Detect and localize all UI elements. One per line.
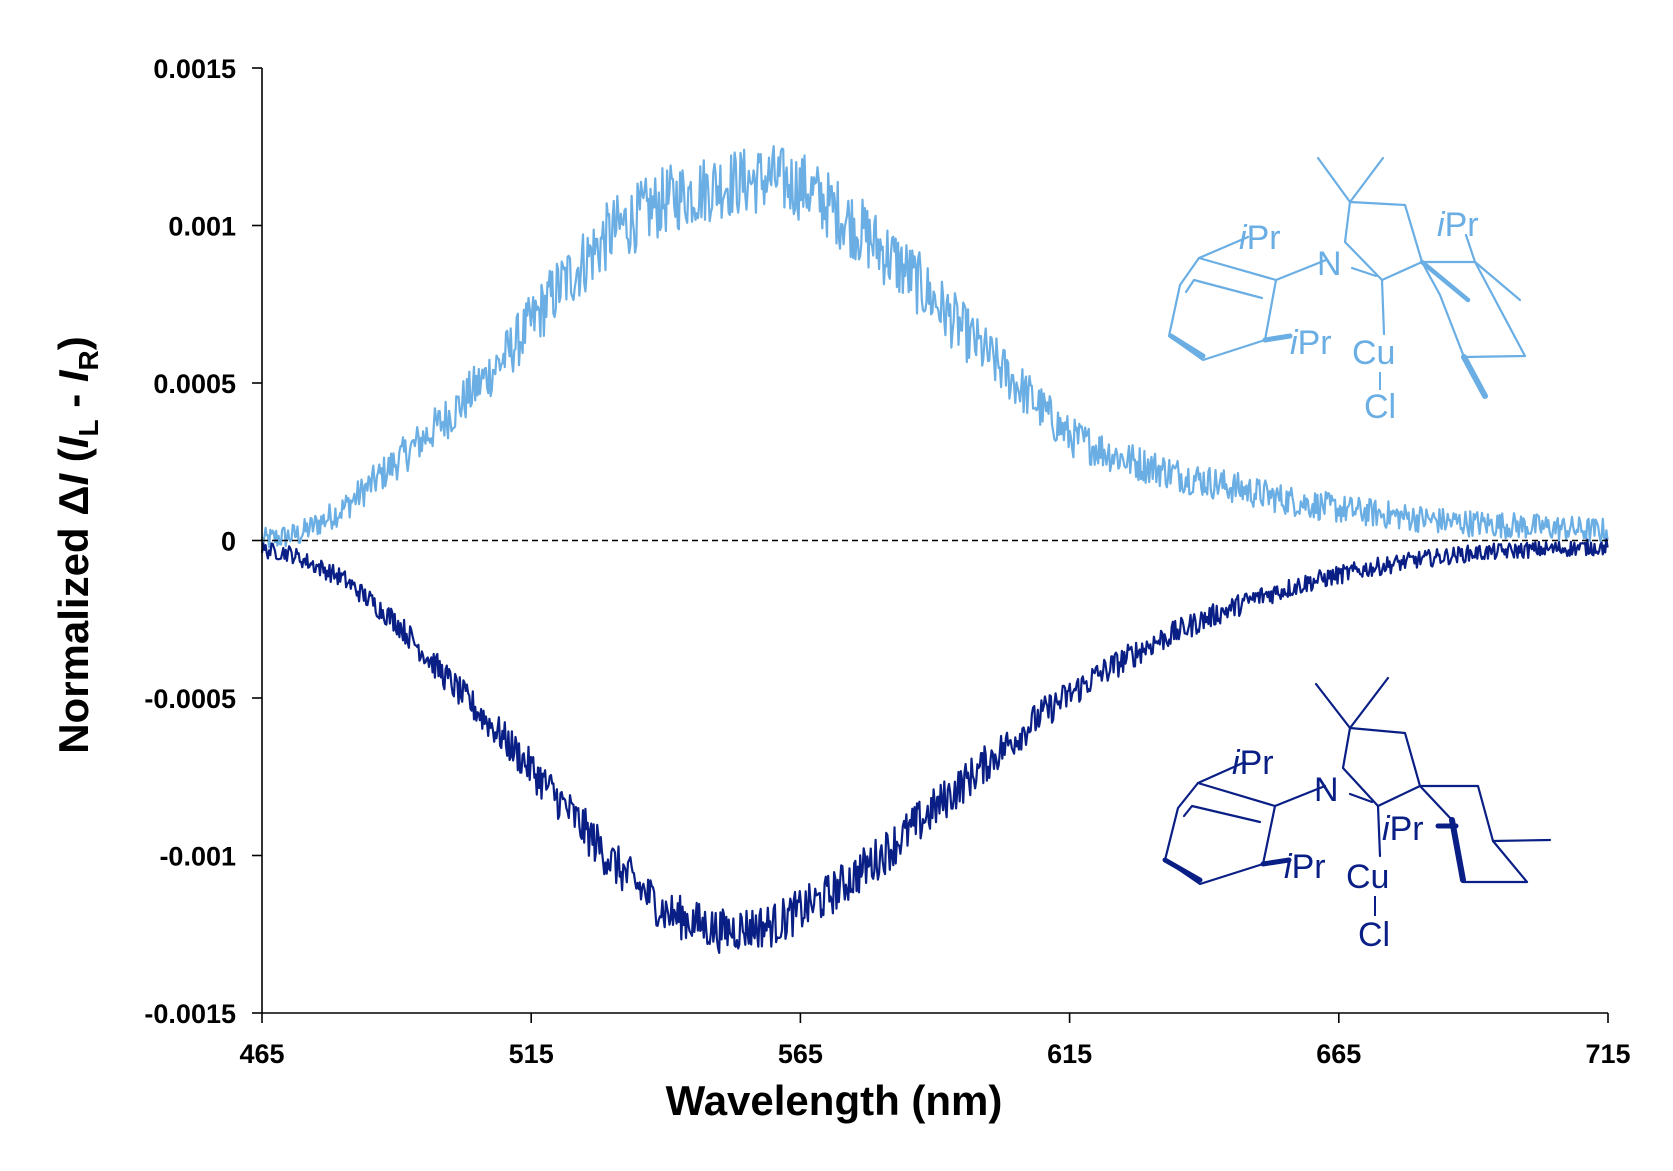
label-n-dark: N [1314,771,1339,809]
y-tick-label: -0.0005 [144,684,236,714]
series-layer [260,145,1609,955]
tick-layer: 0.0015 0.001 0.0005 0 -0.0005 -0.001 -0.001546… [144,54,1630,1069]
x-tick-label: 715 [1585,1039,1630,1069]
y-axis-title-open: ( [50,448,97,474]
x-tick-label: 515 [509,1039,554,1069]
label-ipr-ring-dark: iPr [1382,810,1424,848]
label-ipr-ring-light: iPr [1437,206,1479,244]
structure-dark-blue [1162,676,1552,886]
structure-dark-blue-labels: iPr N iPr iPr Cu Cl [1232,744,1424,954]
structure-light-blue-labels: iPr N iPr iPr Cu Cl [1239,206,1479,426]
y-axis-title-symbol-r: I [50,369,97,382]
y-axis-title-sub-r: R [73,350,104,370]
y-axis-title-symbol: I [50,473,97,486]
label-n-light: N [1317,245,1342,283]
y-tick-label: 0 [221,527,236,557]
y-axis-title-close: ) [50,336,97,350]
series-line-2 [260,538,1609,955]
x-tick-label: 565 [778,1039,823,1069]
x-tick-label: 465 [239,1039,284,1069]
y-axis-title: Normalized ΔI (IL - IR) [50,336,104,754]
x-tick-label: 615 [1047,1039,1092,1069]
label-cl-light: Cl [1364,388,1396,426]
label-cu-light: Cu [1352,334,1395,372]
y-tick-label: 0.0005 [153,369,236,399]
y-axis-title-minus: - [50,382,97,419]
label-cl-dark: Cl [1358,916,1390,954]
y-tick-label: 0.0015 [153,54,236,84]
y-tick-label: -0.0015 [144,999,236,1029]
y-axis-title-prefix: Normalized Δ [50,486,97,754]
y-tick-label: -0.001 [159,842,236,872]
x-tick-label: 665 [1316,1039,1361,1069]
label-ipr-aryl-dark: iPr [1284,848,1326,886]
y-axis-title-sub-l: L [73,419,104,436]
y-axis-title-symbol-l: I [50,435,97,448]
label-ipr-top-dark: iPr [1232,744,1274,782]
series-line-1 [260,145,1609,549]
x-axis-title: Wavelength (nm) [666,1077,1003,1124]
structure-light-blue [1167,156,1527,399]
label-ipr-top-light: iPr [1239,219,1281,257]
label-cu-dark: Cu [1346,858,1389,896]
label-ipr-aryl-light: iPr [1290,324,1332,362]
y-tick-label: 0.001 [168,212,236,242]
